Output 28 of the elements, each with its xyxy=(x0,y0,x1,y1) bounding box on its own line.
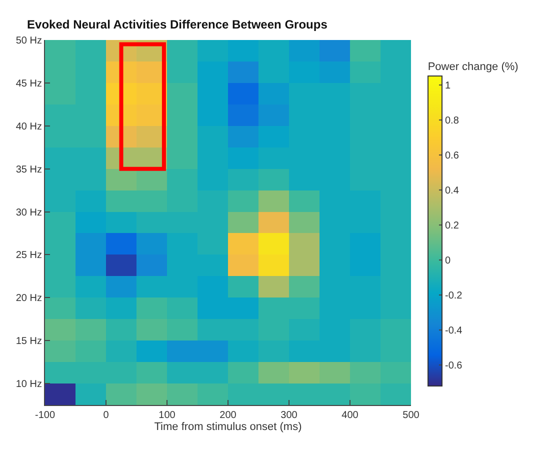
x-tick-label: 100 xyxy=(158,410,176,421)
y-tick-label: 10 Hz xyxy=(16,379,42,390)
y-tick-label: 20 Hz xyxy=(16,293,42,304)
x-tick-label: 500 xyxy=(402,410,420,421)
color-bar-label: 0 xyxy=(445,255,451,266)
chart-title: Evoked Neural Activities Difference Between Groups xyxy=(27,18,328,32)
x-tick-label: 0 xyxy=(103,410,110,421)
y-tick-label: 30 Hz xyxy=(16,207,42,218)
x-tick-label: -100 xyxy=(34,410,56,421)
color-bar-label: -0.6 xyxy=(445,360,463,372)
y-tick-label: 40 Hz xyxy=(16,121,42,132)
x-axis-title: Time from stimulus onset (ms) xyxy=(154,421,302,434)
color-bar-label: 0.6 xyxy=(445,150,460,162)
color-bar-label: -0.2 xyxy=(445,290,463,302)
y-tick-label: 25 Hz xyxy=(16,250,42,262)
color-bar-label: -0.4 xyxy=(445,325,463,336)
x-tick-label: 300 xyxy=(280,410,298,421)
y-tick-label: 35 Hz xyxy=(16,164,42,176)
color-bar-title: Power change (%) xyxy=(428,60,518,73)
color-bar-label: 0.4 xyxy=(445,185,460,196)
color-bar-label: 1 xyxy=(445,80,451,92)
color-bar-label: 0.8 xyxy=(445,115,460,126)
y-tick-label: 15 Hz xyxy=(16,336,42,348)
x-tick-label: 200 xyxy=(220,410,237,421)
y-tick-label: 50 Hz xyxy=(16,36,42,46)
y-tick-label: 45 Hz xyxy=(16,78,42,90)
color-bar-label: 0.2 xyxy=(445,220,460,232)
x-tick-label: 400 xyxy=(342,410,359,421)
